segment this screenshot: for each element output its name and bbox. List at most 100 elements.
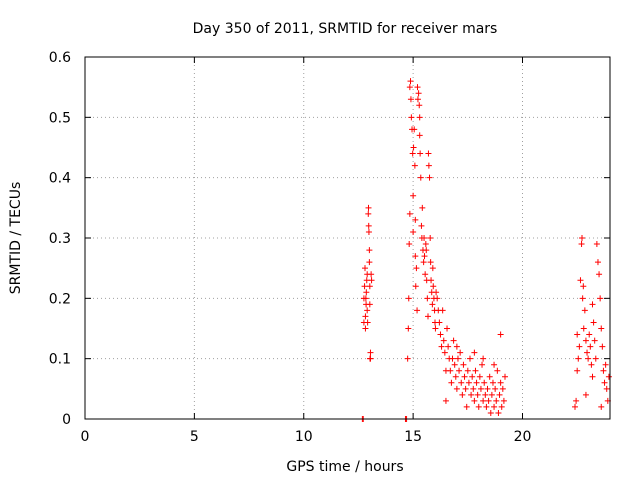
data-point xyxy=(603,385,610,392)
data-point xyxy=(465,379,472,386)
data-point xyxy=(588,361,595,368)
data-point xyxy=(417,150,424,157)
data-point xyxy=(580,283,587,290)
data-point xyxy=(411,126,418,133)
data-point xyxy=(462,385,469,392)
data-point xyxy=(575,355,582,362)
data-point xyxy=(414,96,421,103)
data-point xyxy=(486,373,493,380)
data-point xyxy=(429,301,436,308)
data-point xyxy=(425,162,432,169)
data-point xyxy=(412,283,419,290)
data-point xyxy=(414,84,421,91)
data-point xyxy=(367,355,374,362)
data-point xyxy=(365,204,372,211)
data-point xyxy=(406,210,413,217)
data-point xyxy=(452,373,459,380)
data-point xyxy=(424,295,431,302)
data-point xyxy=(471,349,478,356)
data-point xyxy=(362,325,369,332)
x-tick-label: 10 xyxy=(295,429,313,445)
data-point xyxy=(415,90,422,97)
data-point xyxy=(427,259,434,266)
data-point xyxy=(413,265,420,272)
y-tick-label: 0.3 xyxy=(49,231,71,247)
x-tick-label: 0 xyxy=(81,429,90,445)
data-point xyxy=(416,132,423,139)
data-point xyxy=(597,295,604,302)
data-point xyxy=(407,78,414,85)
data-point xyxy=(444,325,451,332)
data-point xyxy=(602,361,609,368)
data-point xyxy=(445,343,452,350)
x-tick-label: 5 xyxy=(190,429,199,445)
data-point xyxy=(404,355,411,362)
data-point xyxy=(468,391,475,398)
data-point xyxy=(459,391,466,398)
data-point xyxy=(406,241,413,248)
data-point xyxy=(429,265,436,272)
data-point xyxy=(598,325,605,332)
data-point xyxy=(409,150,416,157)
data-point xyxy=(463,403,470,410)
data-point xyxy=(430,283,437,290)
data-point xyxy=(436,319,443,326)
data-point xyxy=(572,403,578,410)
data-point xyxy=(596,271,603,278)
data-point xyxy=(489,379,496,386)
data-point xyxy=(601,379,608,386)
data-point xyxy=(406,84,413,91)
data-point xyxy=(591,337,598,344)
data-point xyxy=(366,283,373,290)
data-point xyxy=(577,277,584,284)
data-point xyxy=(460,361,467,368)
data-point xyxy=(418,222,425,229)
data-point xyxy=(416,102,423,109)
data-point xyxy=(498,403,505,410)
data-point xyxy=(587,343,594,350)
y-tick-label: 0.2 xyxy=(49,291,71,307)
data-point xyxy=(433,289,440,296)
data-point xyxy=(366,301,373,308)
data-point xyxy=(451,361,458,368)
data-point xyxy=(589,373,596,380)
data-point xyxy=(582,337,589,344)
data-point xyxy=(585,355,592,362)
data-point xyxy=(432,325,439,332)
data-point xyxy=(475,403,482,410)
data-point xyxy=(426,174,433,181)
data-points xyxy=(359,78,612,422)
data-point xyxy=(584,349,591,356)
data-point xyxy=(422,271,429,278)
data-point xyxy=(407,96,414,103)
data-point xyxy=(473,379,480,386)
data-point xyxy=(492,385,499,392)
data-point xyxy=(502,373,508,380)
data-point xyxy=(419,204,426,211)
data-point xyxy=(578,241,585,248)
data-point xyxy=(592,355,599,362)
data-point xyxy=(453,343,460,350)
data-point xyxy=(491,361,498,368)
data-point xyxy=(461,373,468,380)
data-point xyxy=(405,295,412,302)
data-point xyxy=(408,114,415,121)
data-point xyxy=(411,162,418,169)
data-point xyxy=(427,235,434,241)
data-point xyxy=(600,367,607,374)
data-point xyxy=(483,403,490,410)
y-tick-label: 0.4 xyxy=(49,171,71,187)
data-point xyxy=(421,253,428,260)
data-point xyxy=(574,331,581,338)
x-axis-label: GPS time / hours xyxy=(286,459,403,475)
data-point xyxy=(493,397,500,404)
data-point xyxy=(366,259,373,266)
data-point xyxy=(362,265,368,272)
data-point xyxy=(368,271,375,278)
data-point xyxy=(472,367,479,374)
data-point xyxy=(449,355,456,362)
y-tick-label: 0.1 xyxy=(49,352,71,368)
data-point xyxy=(579,235,585,241)
data-point xyxy=(599,343,606,350)
